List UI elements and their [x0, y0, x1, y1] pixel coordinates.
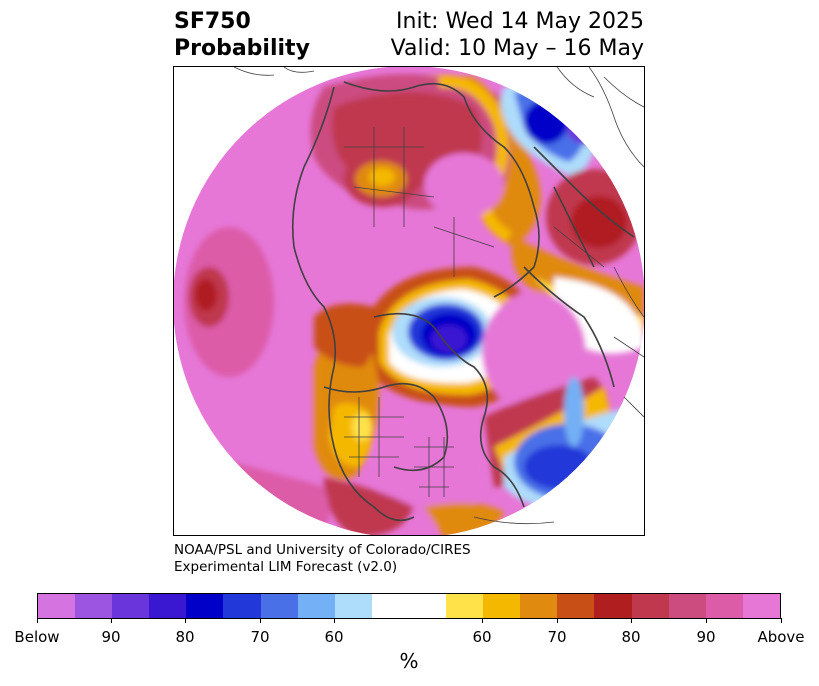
colorbar-segment — [260, 594, 298, 618]
field-patch — [567, 113, 611, 145]
field-patch — [352, 413, 372, 441]
colorbar — [37, 593, 781, 619]
border — [344, 127, 495, 277]
colorbar-segment — [371, 594, 409, 618]
coastline — [373, 312, 525, 508]
colorbar-tick-label: 80 — [175, 628, 195, 646]
colorbar-segment — [186, 594, 224, 618]
colorbar-tick-label: 90 — [101, 628, 121, 646]
field-patch — [564, 377, 584, 447]
coastline — [556, 67, 644, 168]
colorbar-tick-label: 60 — [324, 628, 344, 646]
chart-title: SF750 Probability — [174, 8, 310, 62]
colorbar-tick-label: Above — [757, 628, 805, 646]
field-patch — [524, 100, 568, 144]
field-patch — [438, 75, 513, 243]
colorbar-segment — [297, 594, 335, 618]
colorbar-segment — [334, 594, 372, 618]
colorbar-segment — [631, 594, 669, 618]
border — [323, 382, 449, 472]
colorbar-tick-mark — [706, 618, 707, 623]
outer-land-lines — [233, 67, 644, 525]
coastline — [233, 67, 555, 525]
field-patch — [324, 477, 414, 535]
forecast-dates: Init: Wed 14 May 2025 Valid: 10 May – 16… — [391, 8, 644, 62]
colorbar-unit-label: % — [399, 649, 419, 673]
colorbar-tick-mark — [631, 618, 632, 623]
field-patch — [369, 168, 395, 186]
field-patch — [184, 227, 274, 377]
border — [344, 397, 404, 477]
forecast-field — [174, 67, 644, 535]
map-panel — [173, 66, 645, 536]
field-patch — [571, 196, 627, 248]
colorbar-tick-mark — [185, 618, 186, 623]
colorbar-segment — [668, 594, 706, 618]
probability-map — [174, 67, 644, 535]
colorbar-segment — [446, 594, 484, 618]
colorbar-tick-label: 70 — [250, 628, 270, 646]
coastline — [523, 146, 635, 388]
coastline — [292, 86, 415, 522]
colorbar-segment — [594, 594, 632, 618]
colorbar-tick-label: Below — [14, 628, 60, 646]
valid-range: Valid: 10 May – 16 May — [390, 36, 644, 61]
colorbar-tick-mark — [781, 618, 782, 623]
field-patch — [424, 75, 541, 247]
credit-line-1: NOAA/PSL and University of Colorado/CIRE… — [174, 542, 471, 558]
field-patch — [482, 292, 586, 412]
credit-line-2: Experimental LIM Forecast (v2.0) — [174, 559, 398, 575]
coastline — [613, 266, 644, 418]
colorbar-segment — [705, 594, 743, 618]
colorbar-segment — [742, 594, 780, 618]
colorbar-tick-mark — [482, 618, 483, 623]
field-patch — [195, 279, 217, 311]
field-patch — [524, 445, 594, 489]
colorbar-segment — [408, 594, 447, 618]
data-credit: NOAA/PSL and University of Colorado/CIRE… — [174, 542, 471, 576]
colorbar-segment — [557, 594, 595, 618]
colorbar-tick-label: 80 — [621, 628, 641, 646]
title-variable: SF750 — [174, 9, 251, 34]
field-patch — [424, 153, 504, 217]
colorbar-segment — [223, 594, 261, 618]
init-date: Init: Wed 14 May 2025 — [396, 9, 644, 34]
colorbar-tick-mark — [37, 618, 38, 623]
colorbar-tick-mark — [334, 618, 335, 623]
colorbar-segment — [483, 594, 521, 618]
colorbar-segment — [112, 594, 150, 618]
border — [414, 437, 454, 497]
colorbar-tick-label: 90 — [696, 628, 716, 646]
colorbar-tick-label: 70 — [547, 628, 567, 646]
colorbar-tick-mark — [260, 618, 261, 623]
colorbar-segment — [75, 594, 113, 618]
colorbar-segment — [38, 594, 76, 618]
coastline — [343, 81, 540, 298]
colorbar-segment — [149, 594, 187, 618]
colorbar-tick-mark — [557, 618, 558, 623]
colorbar-segment — [520, 594, 558, 618]
colorbar-tick-mark — [111, 618, 112, 623]
title-probability: Probability — [174, 36, 310, 61]
coastlines — [292, 81, 635, 522]
field-patch — [431, 325, 467, 353]
colorbar-tick-label: 60 — [472, 628, 492, 646]
